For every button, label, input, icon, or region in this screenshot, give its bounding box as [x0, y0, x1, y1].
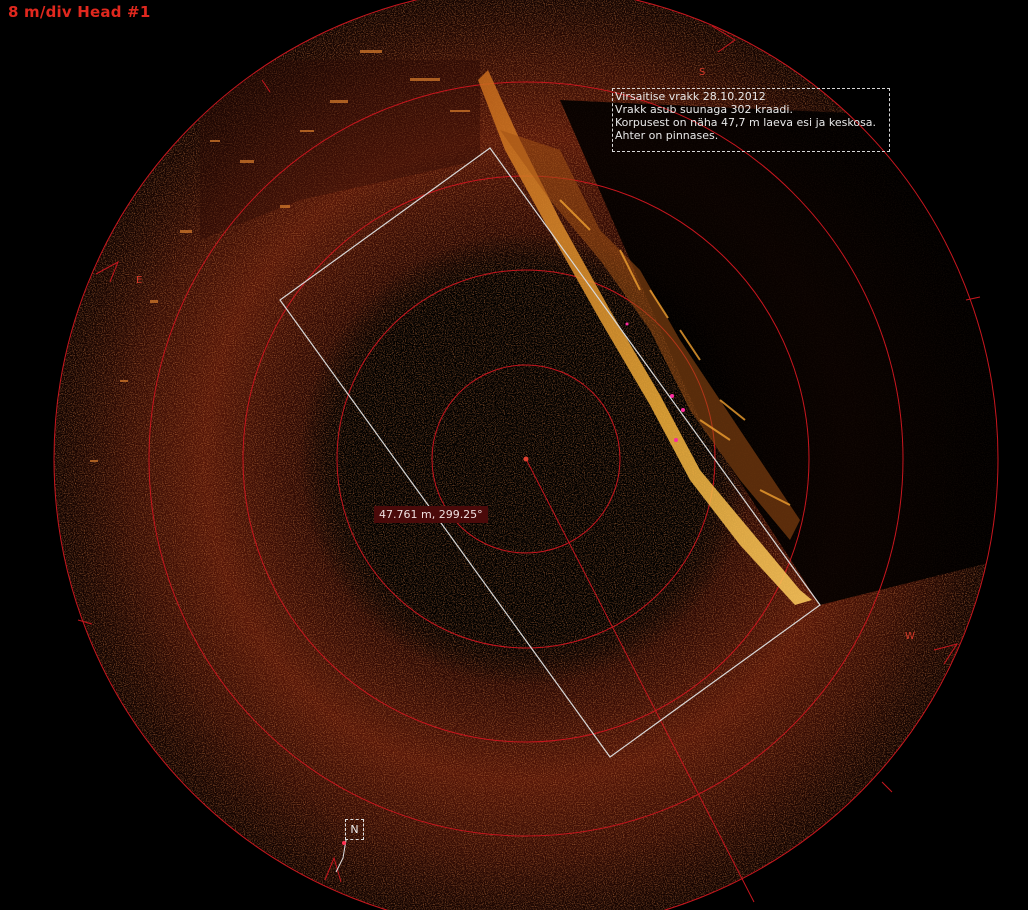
range-scale-label: 8 m/div Head #1: [8, 3, 151, 21]
note-line-1: Virsaitise vrakk 28.10.2012: [615, 90, 766, 103]
north-pointer-dot: [342, 841, 346, 845]
note-line-3: Korpusest on näha 47,7 m laeva esi ja ke…: [615, 116, 877, 129]
note-line-2: Vrakk asub suunaga 302 kraadi.: [615, 103, 793, 116]
wreck-echo: [478, 70, 812, 605]
measurement-label[interactable]: 47.761 m, 299.25°: [374, 506, 488, 523]
compass-south-label: S: [699, 67, 706, 78]
annotation-note[interactable]: Virsaitise vrakk 28.10.2012 Vrakk asub s…: [612, 88, 890, 152]
compass-west-label: W: [905, 631, 915, 642]
bearing-ticks: [77, 25, 981, 883]
heading-line: [525, 458, 755, 903]
north-pointer-line: [335, 839, 347, 873]
debris-echoes: [90, 50, 470, 462]
range-ring-1: [431, 364, 621, 554]
north-marker[interactable]: N: [345, 819, 364, 840]
measurement-box[interactable]: [279, 147, 821, 758]
note-line-4: Ahter on pinnases.: [615, 129, 719, 142]
compass-east-label: E: [136, 275, 143, 286]
range-ring-5: [53, 0, 999, 910]
sonar-head-center: [523, 456, 529, 462]
range-ring-4: [148, 81, 904, 837]
range-rings: [53, 0, 999, 910]
